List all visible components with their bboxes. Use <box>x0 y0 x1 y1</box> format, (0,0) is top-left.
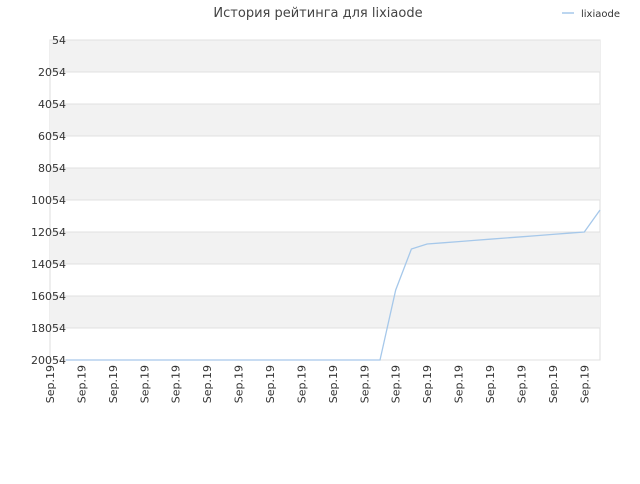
y-tick-label: 4054 <box>38 98 66 111</box>
chart-title: История рейтинга для lixiaode <box>213 6 422 21</box>
line <box>65 209 601 361</box>
y-tick-label: 16054 <box>31 290 66 303</box>
x-tick-label: Sep.19 <box>421 365 434 403</box>
y-tick-label: 2054 <box>38 66 66 79</box>
x-tick-label: Sep.19 <box>295 365 308 403</box>
y-tick-label: 8054 <box>38 162 66 175</box>
x-tick-label: Sep.19 <box>44 365 57 403</box>
x-tick-label: Sep.19 <box>138 365 151 403</box>
y-tick-label: 10054 <box>31 194 66 207</box>
y-tick-label: 54 <box>52 34 66 47</box>
grid-band <box>50 168 600 200</box>
x-tick-label: Sep.19 <box>327 365 340 403</box>
x-tick-label: Sep.19 <box>547 365 560 403</box>
x-tick-label: Sep.19 <box>75 365 88 403</box>
y-tick-label: 12054 <box>31 226 66 239</box>
legend-label: lixiaode <box>581 9 620 20</box>
grid-band <box>50 296 600 328</box>
x-tick-label: Sep.19 <box>170 365 183 403</box>
x-tick-label: Sep.19 <box>453 365 466 403</box>
x-tick-label: Sep.19 <box>107 365 120 403</box>
grid-band <box>50 104 600 136</box>
x-tick-label: Sep.19 <box>233 365 246 403</box>
y-tick-label: 6054 <box>38 130 66 143</box>
x-tick-label: Sep.19 <box>578 365 591 403</box>
x-tick-label: Sep.19 <box>390 365 403 403</box>
y-tick-label: 14054 <box>31 258 66 271</box>
y-tick-label: 18054 <box>31 322 66 335</box>
grid-band <box>50 40 600 72</box>
x-tick-label: Sep.19 <box>264 365 277 403</box>
y-tick-label: 20054 <box>31 354 66 367</box>
x-tick-label: Sep.19 <box>515 365 528 403</box>
x-tick-label: Sep.19 <box>201 365 214 403</box>
x-tick-label: Sep.19 <box>358 365 371 403</box>
x-tick-label: Sep.19 <box>484 365 497 403</box>
